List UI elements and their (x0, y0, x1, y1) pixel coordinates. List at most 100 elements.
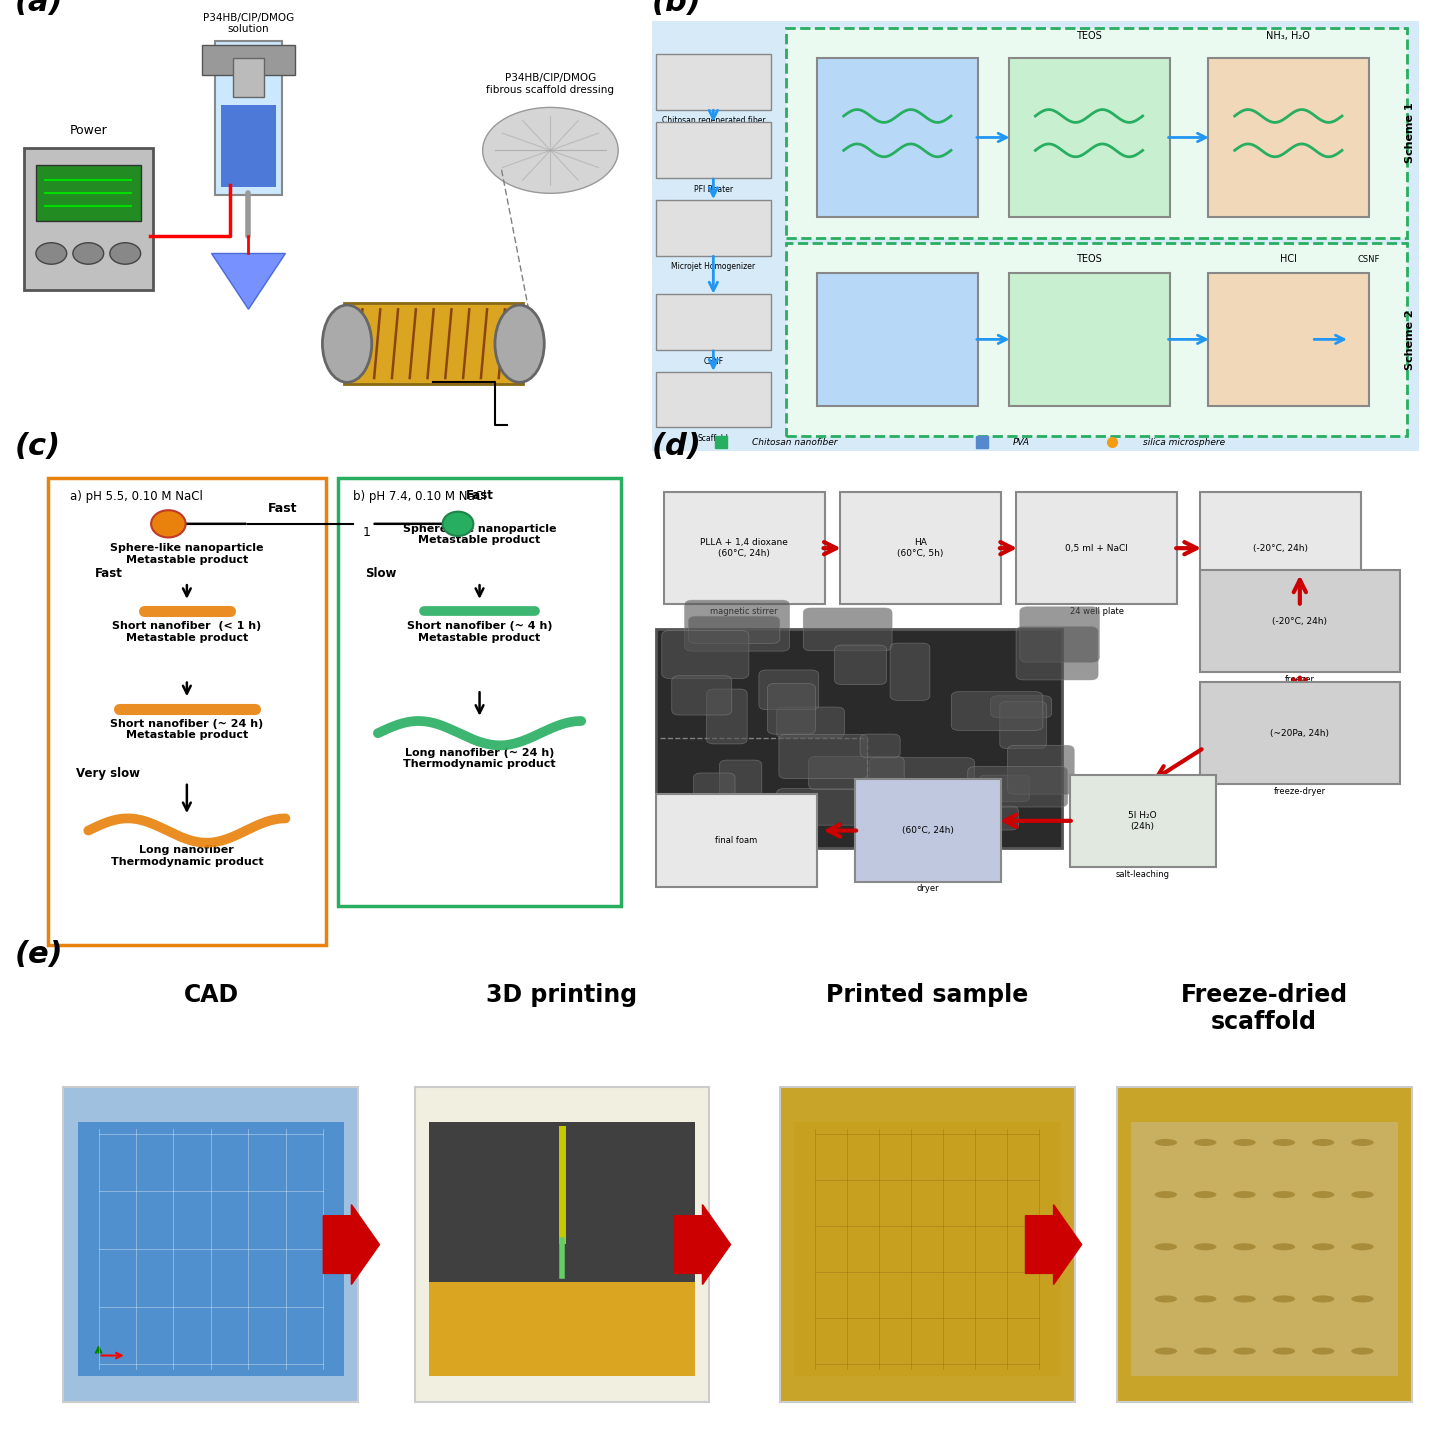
FancyBboxPatch shape (1201, 570, 1400, 673)
FancyBboxPatch shape (656, 371, 771, 427)
FancyBboxPatch shape (719, 760, 762, 813)
Text: TEOS: TEOS (1076, 30, 1102, 40)
Text: Short nanofiber (~ 4 h)
Metastable product: Short nanofiber (~ 4 h) Metastable produ… (407, 621, 552, 643)
Text: CSNF: CSNF (704, 357, 724, 365)
Text: PFI Beater: PFI Beater (694, 185, 732, 193)
Circle shape (1194, 1243, 1217, 1250)
Text: 3D printing: 3D printing (486, 982, 638, 1007)
FancyBboxPatch shape (685, 600, 790, 652)
FancyBboxPatch shape (748, 803, 805, 829)
Circle shape (1194, 1191, 1217, 1199)
Text: PVA: PVA (1012, 438, 1029, 447)
FancyBboxPatch shape (894, 783, 953, 816)
Text: 5l H₂O
(24h): 5l H₂O (24h) (1128, 811, 1156, 831)
Text: Very slow: Very slow (76, 768, 140, 780)
Text: PLLA + 1,4 dioxane
(60°C, 24h): PLLA + 1,4 dioxane (60°C, 24h) (701, 538, 788, 558)
FancyBboxPatch shape (834, 644, 887, 684)
FancyBboxPatch shape (656, 793, 817, 886)
FancyBboxPatch shape (777, 707, 844, 737)
FancyBboxPatch shape (338, 478, 622, 906)
FancyBboxPatch shape (780, 735, 867, 779)
Circle shape (1194, 1296, 1217, 1303)
Text: Scheme 2: Scheme 2 (1404, 309, 1414, 369)
FancyBboxPatch shape (1208, 57, 1369, 216)
Text: NH₃, H₂O: NH₃, H₂O (1267, 30, 1310, 40)
Circle shape (1351, 1191, 1374, 1199)
FancyBboxPatch shape (1131, 1123, 1397, 1376)
Text: (b): (b) (652, 0, 702, 17)
Text: final foam: final foam (715, 836, 758, 845)
FancyBboxPatch shape (887, 809, 967, 836)
FancyBboxPatch shape (63, 1087, 358, 1402)
Text: (a): (a) (14, 0, 63, 17)
FancyBboxPatch shape (656, 294, 771, 349)
FancyBboxPatch shape (1208, 272, 1369, 407)
FancyBboxPatch shape (890, 643, 930, 700)
FancyBboxPatch shape (759, 670, 818, 710)
Text: freezer: freezer (1285, 674, 1315, 683)
Circle shape (1273, 1191, 1295, 1199)
Text: (c): (c) (14, 431, 60, 461)
FancyBboxPatch shape (767, 683, 815, 735)
Text: (d): (d) (652, 431, 702, 461)
Circle shape (1155, 1348, 1176, 1355)
Circle shape (1273, 1296, 1295, 1303)
FancyBboxPatch shape (688, 616, 780, 643)
FancyBboxPatch shape (804, 609, 893, 650)
FancyBboxPatch shape (787, 242, 1407, 435)
FancyBboxPatch shape (794, 1123, 1060, 1376)
Circle shape (150, 510, 186, 537)
FancyBboxPatch shape (1009, 272, 1169, 407)
Circle shape (1313, 1191, 1334, 1199)
FancyBboxPatch shape (979, 775, 1030, 802)
FancyBboxPatch shape (967, 766, 1068, 808)
Circle shape (1194, 1348, 1217, 1355)
Text: P34HB/CIP/DMOG
fibrous scaffold dressing: P34HB/CIP/DMOG fibrous scaffold dressing (486, 73, 615, 95)
Text: 24 well plate: 24 well plate (1069, 607, 1123, 616)
Text: Long nanofiber
Thermodynamic product: Long nanofiber Thermodynamic product (110, 845, 264, 866)
Circle shape (110, 242, 140, 263)
Text: (60°C, 24h): (60°C, 24h) (901, 826, 954, 835)
Text: Power: Power (69, 125, 107, 137)
Circle shape (1273, 1348, 1295, 1355)
FancyBboxPatch shape (1020, 607, 1099, 662)
FancyArrow shape (1026, 1204, 1082, 1285)
FancyBboxPatch shape (428, 1282, 695, 1376)
Text: dryer: dryer (917, 884, 939, 894)
FancyBboxPatch shape (414, 1087, 709, 1402)
Text: Sphere-like nanoparticle
Metastable product: Sphere-like nanoparticle Metastable prod… (110, 543, 264, 564)
Text: freeze-dryer: freeze-dryer (1274, 786, 1326, 796)
Text: Short nanofiber (~ 24 h)
Metastable product: Short nanofiber (~ 24 h) Metastable prod… (110, 719, 264, 740)
FancyBboxPatch shape (808, 756, 904, 789)
Text: Freeze-dried
scaffold: Freeze-dried scaffold (1181, 982, 1348, 1034)
FancyBboxPatch shape (428, 1123, 695, 1376)
Ellipse shape (322, 305, 371, 382)
FancyBboxPatch shape (49, 478, 325, 945)
Circle shape (1234, 1191, 1255, 1199)
FancyBboxPatch shape (870, 758, 974, 808)
FancyBboxPatch shape (1016, 626, 1098, 680)
Text: Chitosan regenerated fiber: Chitosan regenerated fiber (662, 116, 765, 125)
FancyBboxPatch shape (1070, 775, 1215, 866)
Circle shape (1273, 1243, 1295, 1250)
Text: (-20°C, 24h): (-20°C, 24h) (1273, 617, 1327, 626)
Circle shape (1234, 1138, 1255, 1146)
Text: Chitosan nanofiber: Chitosan nanofiber (752, 438, 837, 447)
Text: TEOS: TEOS (1076, 253, 1102, 263)
Text: Long nanofiber (~ 24 h)
Thermodynamic product: Long nanofiber (~ 24 h) Thermodynamic pr… (403, 748, 556, 769)
Circle shape (1313, 1243, 1334, 1250)
Circle shape (1155, 1296, 1176, 1303)
FancyBboxPatch shape (706, 689, 747, 743)
FancyBboxPatch shape (23, 147, 153, 289)
Text: (-20°C, 24h): (-20°C, 24h) (1254, 544, 1308, 553)
FancyArrow shape (324, 1204, 380, 1285)
FancyBboxPatch shape (1201, 682, 1400, 785)
FancyBboxPatch shape (956, 806, 1019, 831)
FancyBboxPatch shape (856, 779, 1000, 882)
FancyBboxPatch shape (648, 19, 1423, 453)
Text: (e): (e) (14, 941, 63, 969)
Text: Sphere-like nanoparticle
Metastable product: Sphere-like nanoparticle Metastable prod… (403, 524, 556, 546)
Circle shape (1351, 1348, 1374, 1355)
Text: P34HB/CIP/DMOG
solution: P34HB/CIP/DMOG solution (203, 13, 294, 34)
Text: (~20Pa, 24h): (~20Pa, 24h) (1270, 729, 1330, 737)
